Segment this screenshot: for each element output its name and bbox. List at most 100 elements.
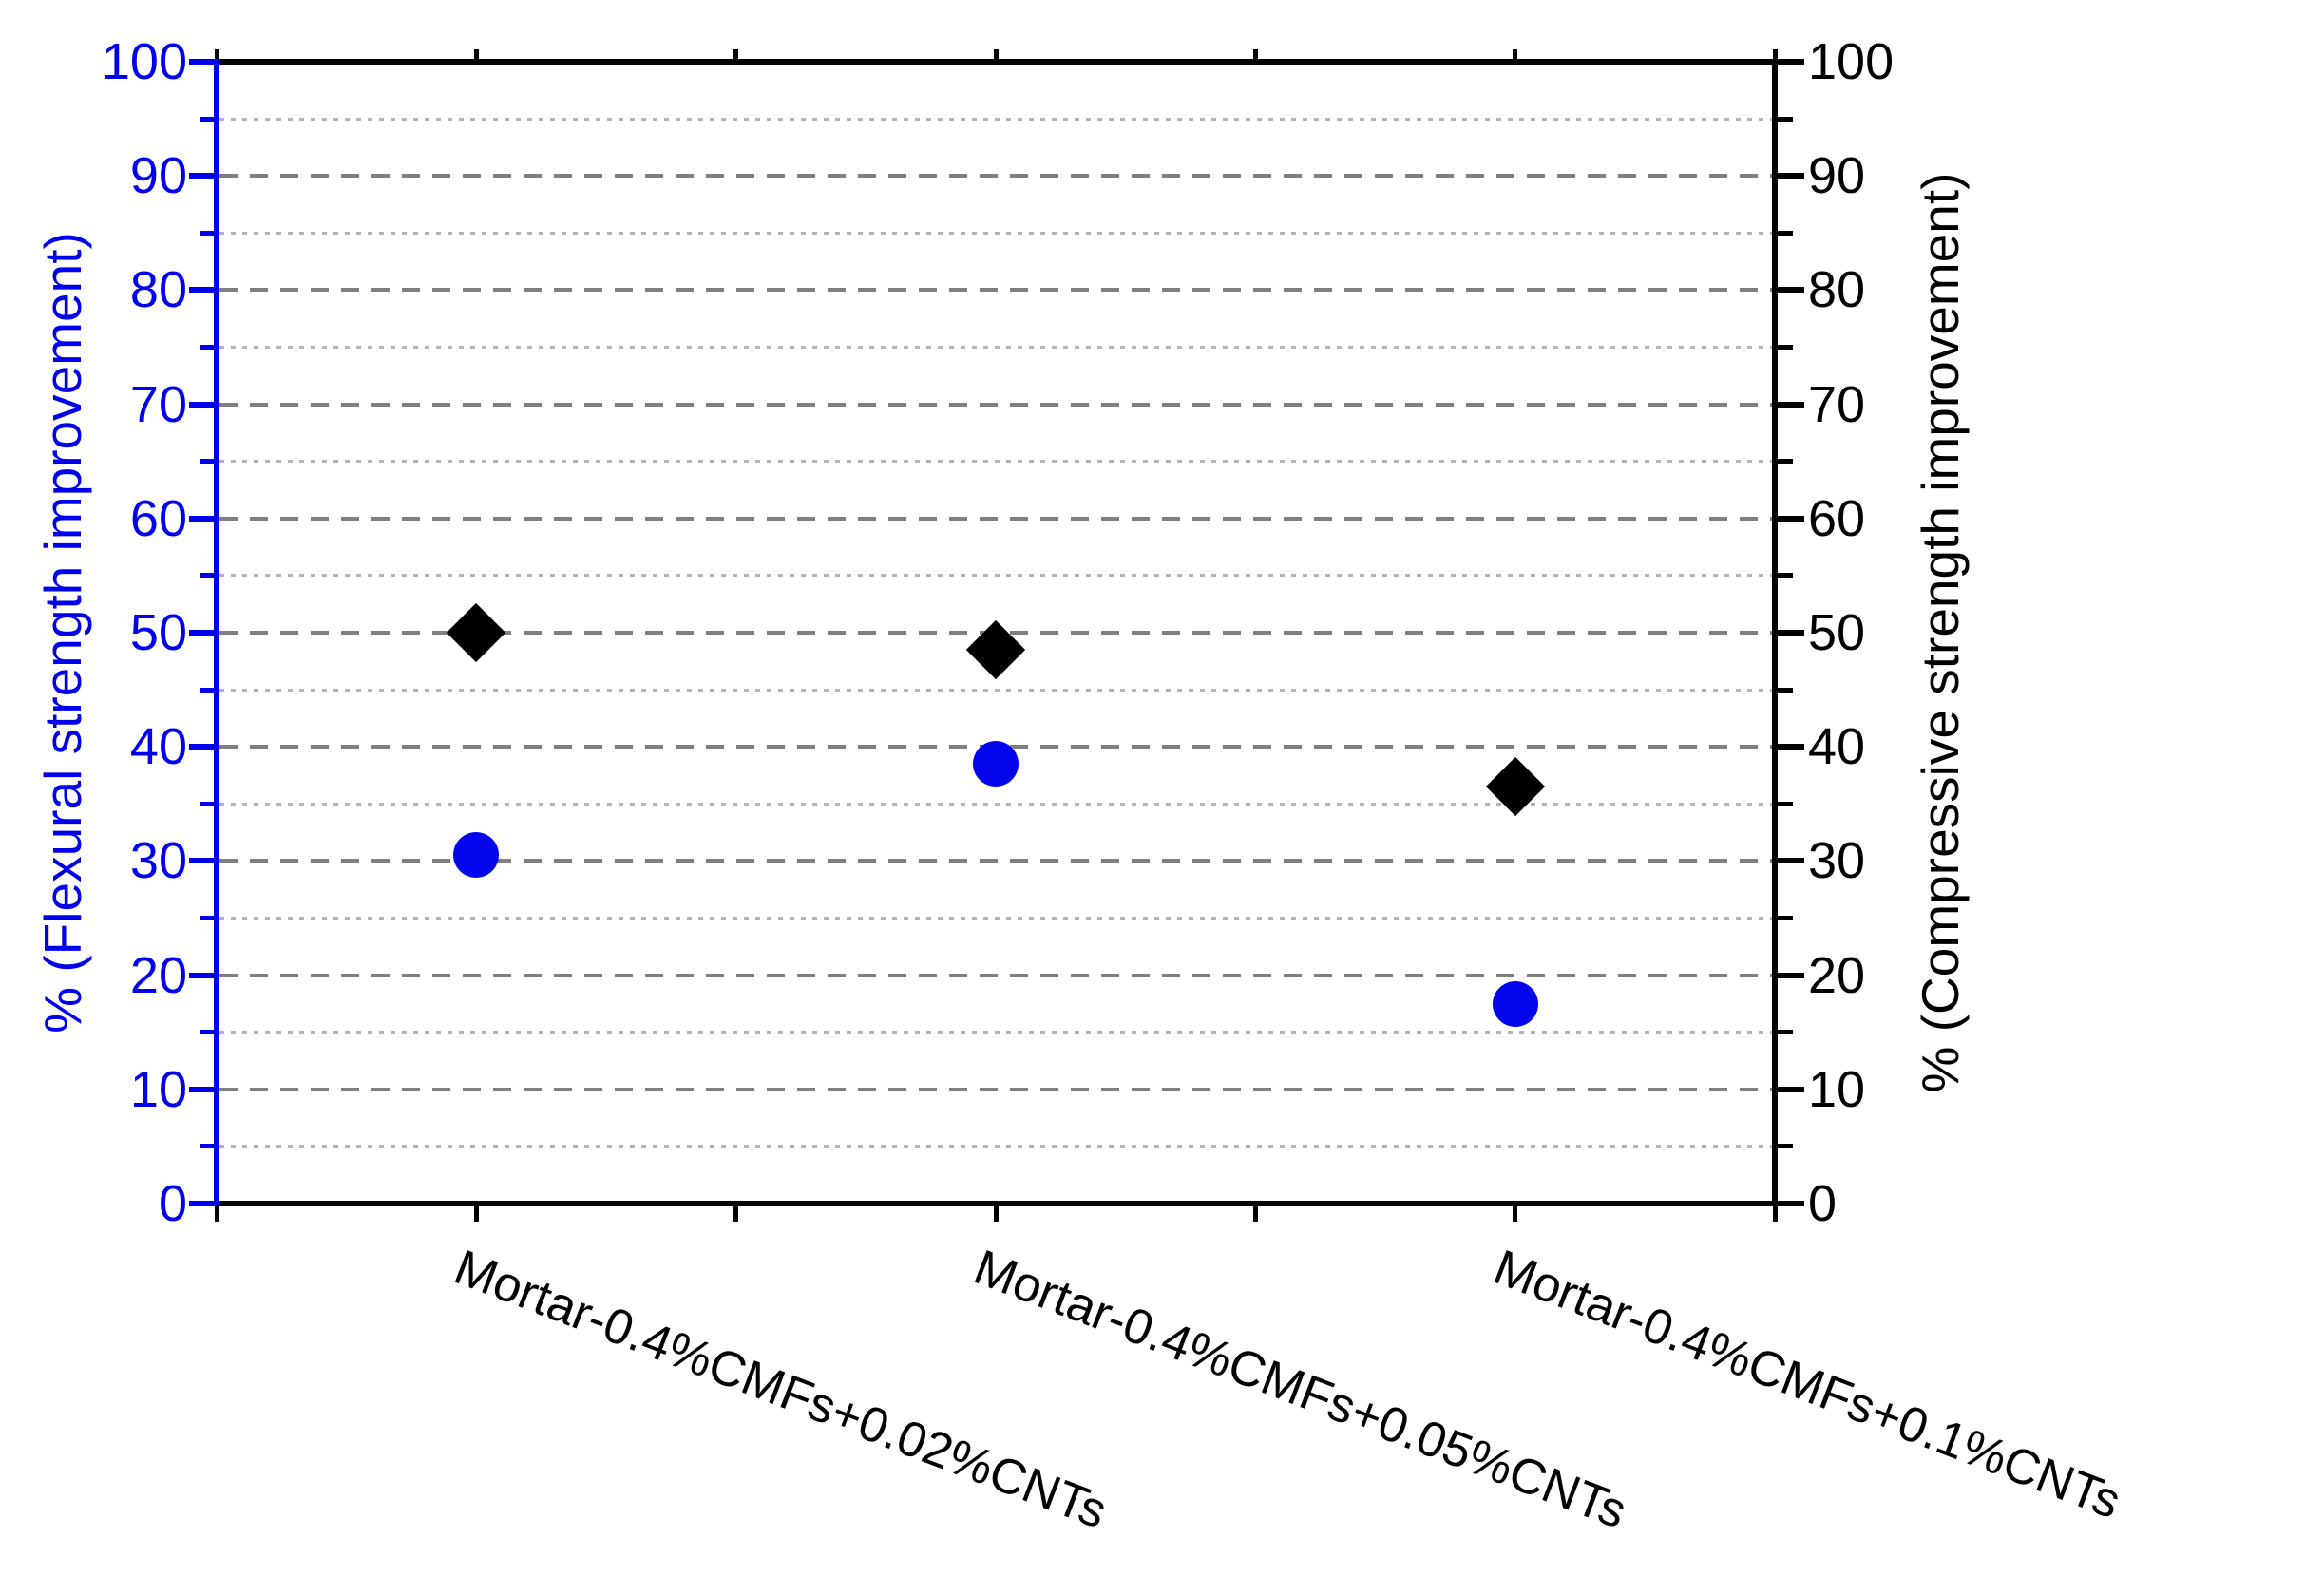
left-axis-minor-tick bbox=[200, 1144, 214, 1149]
left-axis-major-tick bbox=[189, 972, 214, 978]
top-axis-tick bbox=[1772, 49, 1778, 59]
left-axis-major-tick bbox=[189, 287, 214, 294]
left-axis-major-tick bbox=[189, 858, 214, 864]
major-gridline bbox=[219, 973, 1772, 977]
left-axis-major-tick bbox=[189, 1201, 214, 1206]
right-axis-tick-label: 60 bbox=[1808, 489, 1866, 547]
left-axis-tick-label: 80 bbox=[129, 261, 187, 319]
right-axis-minor-tick bbox=[1778, 1030, 1793, 1035]
left-axis-major-tick bbox=[189, 515, 214, 522]
right-axis-major-tick bbox=[1778, 173, 1804, 180]
right-axis-major-tick bbox=[1778, 744, 1804, 750]
left-axis-minor-tick bbox=[200, 573, 214, 579]
right-axis-major-tick bbox=[1778, 972, 1804, 978]
major-gridline bbox=[219, 859, 1772, 863]
right-axis-major-tick bbox=[1778, 630, 1804, 636]
right-axis-tick-label: 10 bbox=[1808, 1060, 1866, 1118]
right-axis-major-tick bbox=[1778, 59, 1804, 65]
right-axis-major-tick bbox=[1778, 401, 1804, 408]
right-axis-major-tick bbox=[1778, 1086, 1804, 1092]
flexural-data-point bbox=[1492, 980, 1538, 1027]
right-axis-tick-label: 30 bbox=[1808, 832, 1866, 890]
bottom-axis-tick bbox=[473, 1206, 479, 1222]
compressive-data-point bbox=[447, 602, 506, 663]
minor-gridline bbox=[219, 574, 1772, 578]
right-axis-minor-tick bbox=[1778, 687, 1793, 693]
right-axis-tick-label: 100 bbox=[1808, 33, 1895, 90]
major-gridline bbox=[219, 402, 1772, 407]
right-axis-minor-tick bbox=[1778, 459, 1793, 465]
left-axis-tick-label: 30 bbox=[129, 832, 187, 890]
left-axis-major-tick bbox=[189, 401, 214, 408]
minor-gridline bbox=[219, 231, 1772, 235]
right-axis-major-tick bbox=[1778, 515, 1804, 522]
right-axis-minor-tick bbox=[1778, 345, 1793, 350]
left-axis-tick-label: 10 bbox=[129, 1060, 187, 1118]
minor-gridline bbox=[219, 802, 1772, 806]
left-axis-minor-tick bbox=[200, 116, 214, 122]
minor-gridline bbox=[219, 346, 1772, 349]
bottom-axis-spine bbox=[214, 1201, 1778, 1206]
bottom-axis-tick bbox=[214, 1206, 219, 1222]
right-axis-minor-tick bbox=[1778, 1144, 1793, 1149]
left-axis-minor-tick bbox=[200, 459, 214, 465]
right-axis-tick-label: 90 bbox=[1808, 147, 1866, 205]
top-axis-tick bbox=[1513, 49, 1518, 59]
right-axis-minor-tick bbox=[1778, 573, 1793, 579]
right-axis-tick-label: 0 bbox=[1808, 1175, 1838, 1232]
minor-gridline bbox=[219, 917, 1772, 920]
left-axis-minor-tick bbox=[200, 687, 214, 693]
bottom-axis-tick bbox=[1513, 1206, 1518, 1222]
minor-gridline bbox=[219, 1031, 1772, 1034]
minor-gridline bbox=[219, 688, 1772, 692]
flexural-data-point bbox=[453, 832, 500, 879]
bottom-axis-tick bbox=[733, 1206, 739, 1222]
right-axis-tick-label: 80 bbox=[1808, 261, 1866, 319]
bottom-axis-tick bbox=[1252, 1206, 1258, 1222]
top-axis-tick bbox=[733, 49, 739, 59]
right-axis-tick-label: 20 bbox=[1808, 946, 1866, 1004]
right-axis-spine bbox=[1772, 59, 1778, 1206]
major-gridline bbox=[219, 1087, 1772, 1091]
compressive-data-point bbox=[965, 619, 1026, 680]
major-gridline bbox=[219, 516, 1772, 521]
left-axis-minor-tick bbox=[200, 230, 214, 236]
right-axis-title: % (Compressive strength improvement) bbox=[1911, 172, 1970, 1093]
left-axis-major-tick bbox=[189, 173, 214, 180]
right-axis-major-tick bbox=[1778, 858, 1804, 864]
bottom-axis-tick bbox=[993, 1206, 999, 1222]
left-axis-tick-label: 70 bbox=[129, 375, 187, 433]
flexural-data-point bbox=[973, 741, 1019, 788]
right-axis-minor-tick bbox=[1778, 801, 1793, 806]
right-axis-minor-tick bbox=[1778, 230, 1793, 236]
minor-gridline bbox=[219, 460, 1772, 464]
left-axis-tick-label: 40 bbox=[129, 718, 187, 776]
left-axis-tick-label: 50 bbox=[129, 604, 187, 661]
bottom-axis-tick bbox=[1772, 1206, 1778, 1222]
left-axis-major-tick bbox=[189, 630, 214, 636]
left-axis-spine bbox=[214, 59, 219, 1206]
right-axis-major-tick bbox=[1778, 287, 1804, 294]
left-axis-tick-label: 100 bbox=[101, 33, 187, 90]
left-axis-tick-label: 20 bbox=[129, 946, 187, 1004]
left-axis-tick-label: 0 bbox=[158, 1175, 187, 1232]
minor-gridline bbox=[219, 117, 1772, 121]
left-axis-tick-label: 60 bbox=[129, 489, 187, 547]
top-axis-tick bbox=[1252, 49, 1258, 59]
right-axis-tick-label: 50 bbox=[1808, 604, 1866, 661]
major-gridline bbox=[219, 288, 1772, 293]
minor-gridline bbox=[219, 1145, 1772, 1148]
right-axis-minor-tick bbox=[1778, 116, 1793, 122]
top-axis-tick bbox=[993, 49, 999, 59]
left-axis-major-tick bbox=[189, 1086, 214, 1092]
right-axis-major-tick bbox=[1778, 1201, 1804, 1206]
compressive-data-point bbox=[1485, 757, 1545, 817]
left-axis-major-tick bbox=[189, 59, 214, 65]
right-axis-minor-tick bbox=[1778, 916, 1793, 920]
major-gridline bbox=[219, 174, 1772, 179]
right-axis-tick-label: 70 bbox=[1808, 375, 1866, 433]
top-axis-spine bbox=[214, 59, 1778, 65]
left-axis-minor-tick bbox=[200, 916, 214, 920]
left-axis-tick-label: 90 bbox=[129, 147, 187, 205]
